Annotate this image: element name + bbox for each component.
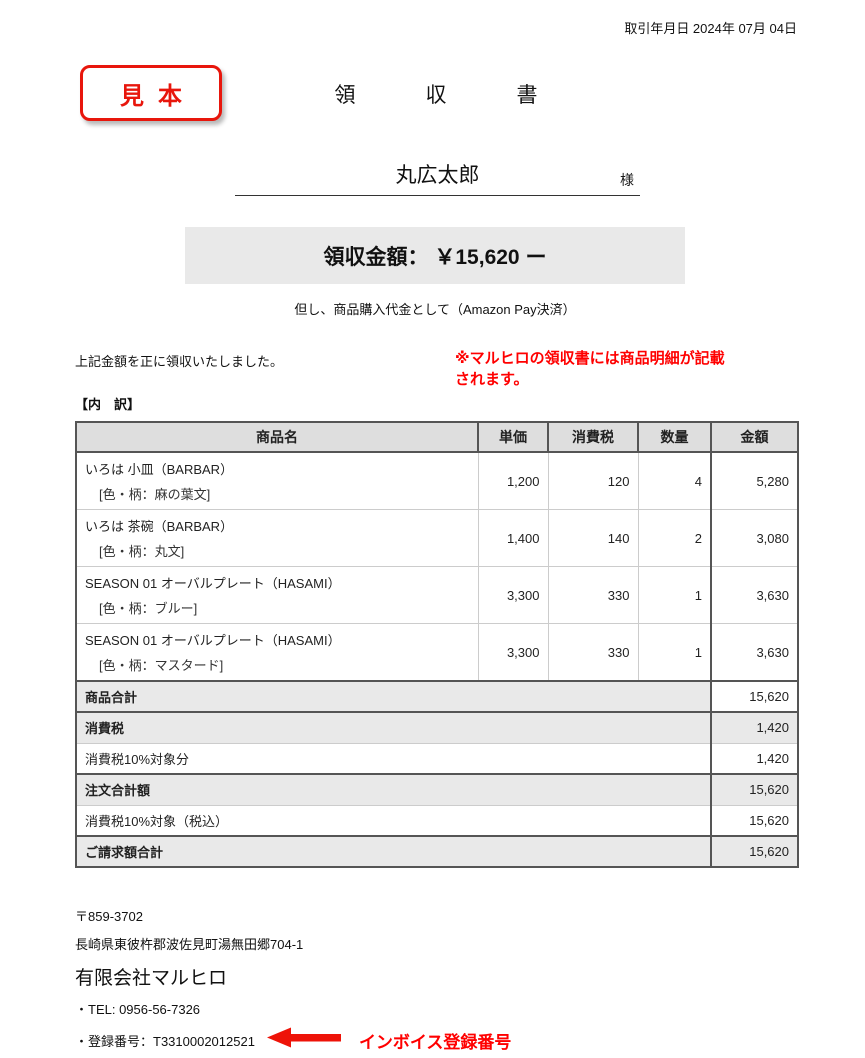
summary-value: 15,620 <box>710 773 798 806</box>
postal-code: 〒859-3702 <box>75 909 143 924</box>
left-arrow-icon <box>266 1027 345 1053</box>
col-header-qty: 数量 <box>637 421 712 453</box>
company-name: 有限会社マルヒロ <box>75 968 228 989</box>
transaction-date: 取引年月日 2024年 07月 04日 <box>624 21 797 36</box>
amount-text: 領収金額： ￥15,620 ー <box>323 245 547 269</box>
item-amount-cell: 3,630 <box>710 566 798 624</box>
summary-label: 消費税10%対象分 <box>76 743 711 775</box>
summary-label: 商品合計 <box>76 680 711 713</box>
statement-row: 上記金額を正に領収いたしました。 ※マルヒロの領収書には商品明細が記載 されます… <box>75 348 797 390</box>
summary-value: 15,620 <box>710 680 798 713</box>
invoice-label: インボイス登録番号 <box>358 1032 512 1052</box>
item-unit-price-cell: 3,300 <box>478 623 549 682</box>
table-row: SEASON 01 オーバルプレート（HASAMI） [色・柄：マスタード] 3,3… <box>76 623 798 682</box>
recipient-honorific: 様 <box>620 172 634 188</box>
summary-row: 消費税 1,420 <box>76 711 798 744</box>
item-qty-cell: 2 <box>638 509 712 567</box>
table-row: いろは 小皿（BARBAR） [色・柄：麻の葉文] 1,200 120 4 5,280 <box>76 452 798 510</box>
item-tax-cell: 330 <box>548 623 639 682</box>
item-amount-cell: 5,280 <box>710 452 798 510</box>
recipient-name: 丸広太郎 <box>395 164 480 187</box>
red-note-line2: されます。 <box>455 371 529 388</box>
footer: 〒859-3702 長崎県東彼杵郡波佐見町湯無田郷704-1 有限会社マルヒロ … <box>75 906 797 1053</box>
summary-label: 注文合計額 <box>76 773 711 806</box>
summary-value: 1,420 <box>710 711 798 744</box>
col-header-tax: 消費税 <box>547 421 639 453</box>
page-title: 領収書 <box>334 84 608 107</box>
summary-label: ご請求額合計 <box>76 835 711 868</box>
summary-row: ご請求額合計 15,620 <box>76 835 798 868</box>
summary-label: 消費税10%対象（税込） <box>76 805 711 837</box>
company-tel: ・TEL: 0956-56-7326 <box>75 1002 201 1017</box>
registration-number: ・登録番号：T3310002012521 <box>75 1033 255 1049</box>
summary-row: 商品合計 15,620 <box>76 680 798 713</box>
summary-label: 消費税 <box>76 711 711 744</box>
summary-row: 注文合計額 15,620 <box>76 773 798 806</box>
recipient-line: 丸広太郎 様 <box>235 159 640 196</box>
item-name-cell: SEASON 01 オーバルプレート（HASAMI） [色・柄：マスタード] <box>76 623 479 682</box>
item-name-cell: いろは 茶碗（BARBAR） [色・柄：丸文] <box>76 509 479 567</box>
item-name-cell: SEASON 01 オーバルプレート（HASAMI） [色・柄：ブルー] <box>76 566 479 624</box>
item-tax-cell: 140 <box>548 509 639 567</box>
red-note: ※マルヒロの領収書には商品明細が記載 されます。 <box>455 348 797 390</box>
summary-row: 消費税10%対象（税込） 15,620 <box>76 805 798 837</box>
table-row: SEASON 01 オーバルプレート（HASAMI） [色・柄：ブルー] 3,300… <box>76 566 798 624</box>
amount-box: 領収金額： ￥15,620 ー <box>185 227 685 284</box>
breakdown-label: 【内 訳】 <box>75 397 141 412</box>
item-amount-cell: 3,080 <box>710 509 798 567</box>
registration-row: ・登録番号：T3310002012521 インボイス登録番号 <box>75 1027 797 1053</box>
summary-value: 15,620 <box>710 835 798 868</box>
summary-value: 15,620 <box>710 805 798 837</box>
company-address: 長崎県東彼杵郡波佐見町湯無田郷704-1 <box>75 937 304 952</box>
item-unit-price-cell: 3,300 <box>478 566 549 624</box>
item-qty-cell: 1 <box>638 623 712 682</box>
summary-body: 商品合計 15,620 消費税 1,420 消費税10%対象分 1,420 注文合計額 15,… <box>76 680 798 868</box>
item-name-cell: いろは 小皿（BARBAR） [色・柄：麻の葉文] <box>76 452 479 510</box>
red-note-line1: ※マルヒロの領収書には商品明細が記載 <box>455 350 725 367</box>
item-qty-cell: 1 <box>638 566 712 624</box>
table-header-row: 商品名 単価 消費税 数量 金額 <box>75 421 799 453</box>
summary-row: 消費税10%対象分 1,420 <box>76 743 798 775</box>
item-qty-cell: 4 <box>638 452 712 510</box>
summary-value: 1,420 <box>710 743 798 775</box>
sample-stamp: 見本 <box>80 65 222 121</box>
sample-stamp-label: 見本 <box>120 82 196 110</box>
col-header-unit-price: 単価 <box>477 421 549 453</box>
item-unit-price-cell: 1,200 <box>478 452 549 510</box>
receipt-statement: 上記金額を正に領収いたしました。 <box>75 354 284 369</box>
header-area: 見本 領収書 <box>75 37 797 147</box>
item-amount-cell: 3,630 <box>710 623 798 682</box>
items-body: いろは 小皿（BARBAR） [色・柄：麻の葉文] 1,200 120 4 5,280 いろ… <box>76 452 798 682</box>
item-unit-price-cell: 1,400 <box>478 509 549 567</box>
col-header-amount: 金額 <box>710 421 799 453</box>
table-row: いろは 茶碗（BARBAR） [色・柄：丸文] 1,400 140 2 3,080 <box>76 509 798 567</box>
col-header-product: 商品名 <box>75 421 479 453</box>
breakdown-table: 商品名 単価 消費税 数量 金額 いろは 小皿（BARBAR） [色・柄：麻の葉文… <box>75 421 799 868</box>
item-tax-cell: 120 <box>548 452 639 510</box>
amount-note: 但し、商品購入代金として（Amazon Pay決済） <box>294 302 576 317</box>
item-tax-cell: 330 <box>548 566 639 624</box>
